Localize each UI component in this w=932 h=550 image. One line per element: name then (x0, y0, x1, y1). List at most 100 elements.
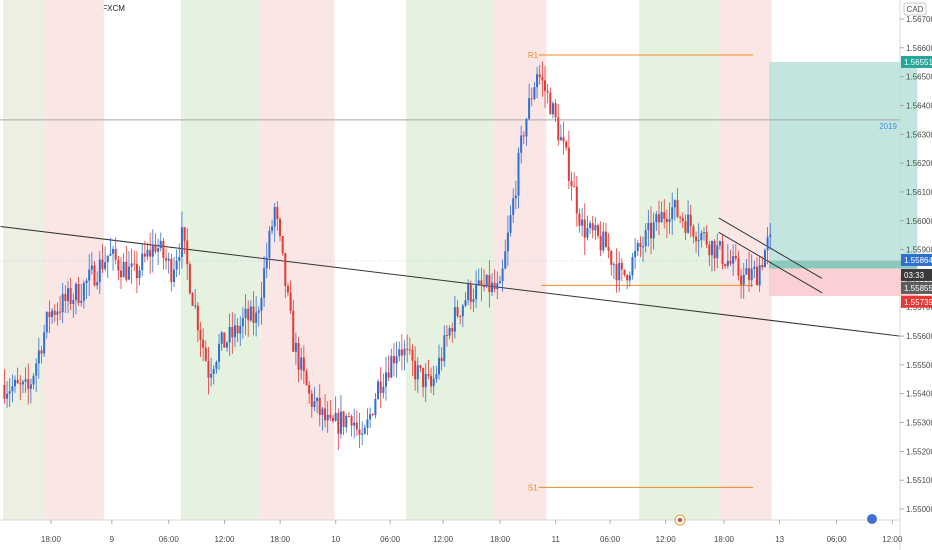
candle-body (729, 260, 732, 264)
candle-body (109, 253, 112, 256)
candle-body (135, 263, 138, 279)
candle-body (716, 245, 719, 259)
take-profit-zone[interactable] (769, 61, 918, 260)
candle-body (170, 258, 173, 283)
candle-body (379, 381, 382, 393)
candle-body (416, 365, 419, 380)
candle-body (178, 257, 181, 261)
candle-body (80, 300, 83, 303)
time-tick-label: 18:00 (270, 535, 291, 544)
candle-body (239, 326, 242, 334)
candle-body (456, 307, 459, 316)
candle-body (644, 230, 647, 247)
candle-body (8, 391, 11, 394)
candle-body (6, 393, 9, 399)
candle-body (345, 415, 348, 428)
candle-body (756, 266, 758, 286)
candle-body (334, 413, 337, 421)
candle-body (350, 416, 353, 426)
candle-body (713, 240, 716, 259)
candle-body (286, 286, 289, 293)
candle-body (252, 306, 255, 323)
candle-body (11, 386, 14, 392)
candle-body (604, 231, 607, 248)
price-tag-box (901, 55, 932, 68)
news-event-icon[interactable] (867, 514, 877, 524)
price-tag-label: 1.56551 (904, 58, 932, 67)
candle-body (562, 137, 565, 142)
candle-body (90, 265, 93, 270)
price-tick-label: 1.55500 (906, 361, 932, 370)
candle-body (332, 417, 334, 421)
candle-body (422, 367, 425, 388)
candle-body (573, 186, 576, 188)
candle-body (522, 135, 525, 137)
candle-body (191, 293, 194, 306)
price-tick-label: 1.56200 (906, 159, 932, 168)
candle-body (626, 274, 629, 281)
price-tag-label: 1.55864 (904, 256, 932, 265)
price-tag-label: 03:33 (904, 271, 925, 280)
candle-body (101, 259, 104, 270)
candle-body (228, 326, 231, 343)
candle-body (59, 311, 62, 313)
candle-body (689, 214, 692, 227)
candle-body (504, 251, 507, 269)
candle-body (740, 275, 743, 285)
candle-body (141, 253, 144, 271)
candle-body (602, 231, 605, 251)
candle-body (427, 374, 430, 376)
candle-body (82, 283, 85, 301)
candle-body (53, 310, 56, 315)
candle-body (276, 206, 279, 220)
candle-body (581, 219, 584, 226)
candle-body (753, 266, 756, 269)
candle-body (559, 137, 562, 141)
candle-body (544, 80, 546, 91)
candle-body (392, 356, 395, 364)
candle-body (451, 328, 454, 332)
candle-body (255, 312, 258, 323)
candle-body (403, 348, 406, 356)
price-tag-label: 1.55739 (904, 298, 932, 307)
candle-body (51, 310, 54, 318)
time-tick-label: 12:00 (433, 535, 454, 544)
candle-body (366, 419, 369, 428)
candle-body (453, 307, 456, 332)
candle-body (721, 241, 724, 265)
candle-body (112, 249, 115, 254)
pivot-label-r1: R1 (528, 51, 539, 60)
candle-body (96, 282, 99, 286)
candle-body (271, 226, 274, 231)
candle-body (302, 357, 305, 372)
candle-body (358, 429, 361, 435)
session-band (42, 0, 104, 520)
candle-body (207, 360, 210, 378)
candle-body (72, 300, 75, 305)
candle-body (382, 386, 385, 393)
time-tick-label: 12:00 (214, 535, 235, 544)
candle-body (432, 378, 435, 387)
currency-box[interactable] (903, 2, 927, 16)
candle-body (159, 240, 162, 249)
candle-body (122, 261, 125, 278)
candle-body (265, 257, 268, 269)
candle-body (763, 250, 766, 268)
candle-body (342, 411, 345, 428)
channel-lower[interactable] (718, 231, 823, 294)
time-axis[interactable]: 18:00 9 06:00 12:00 18:00 10 06:00 12:00 18:00 11… (41, 514, 903, 544)
candle-body (589, 223, 592, 228)
candle-body (684, 221, 687, 233)
candle-body (371, 414, 374, 416)
price-tick-label: 1.56100 (906, 188, 932, 197)
price-tag-box (901, 253, 932, 266)
long-position-tool[interactable] (769, 61, 918, 296)
candle-body (620, 263, 623, 270)
candle-body (74, 283, 77, 301)
candle-body (599, 235, 602, 251)
price-tick-label: 1.56500 (906, 73, 932, 82)
candle-body (488, 274, 491, 293)
price-tag-label: 1.55855 (904, 284, 932, 293)
candle-body (642, 246, 645, 248)
